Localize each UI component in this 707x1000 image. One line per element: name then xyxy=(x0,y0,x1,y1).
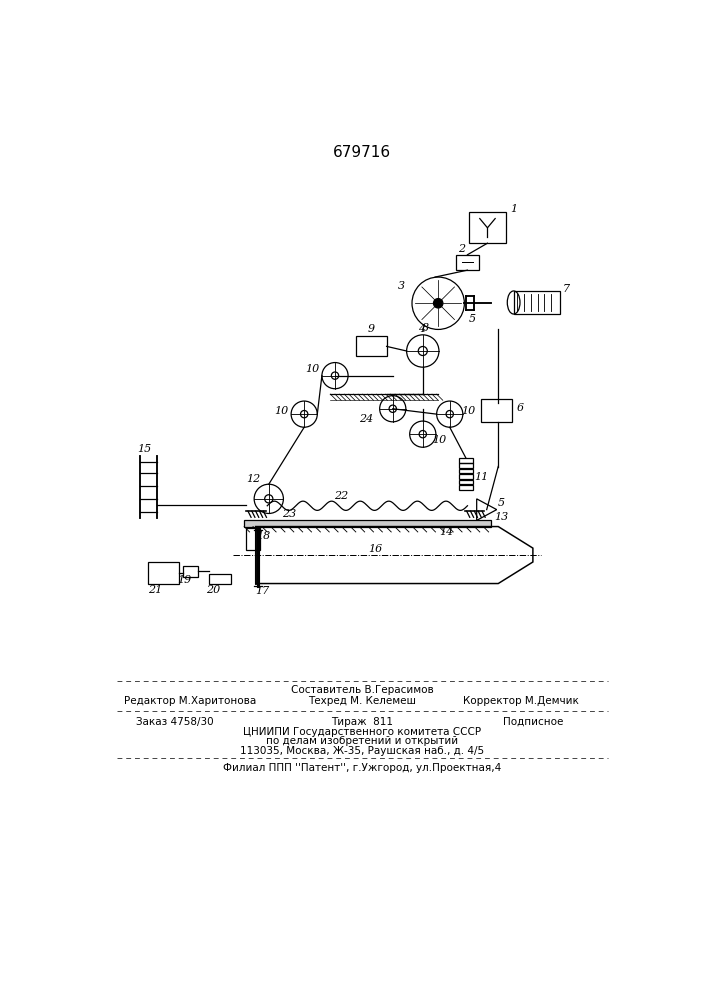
Text: 3: 3 xyxy=(397,281,405,291)
Bar xyxy=(244,520,491,527)
Text: 11: 11 xyxy=(474,472,489,482)
Text: 17: 17 xyxy=(255,586,270,596)
Bar xyxy=(209,574,231,584)
Bar xyxy=(356,336,387,356)
Text: 23: 23 xyxy=(281,509,296,519)
Text: 10: 10 xyxy=(305,364,319,374)
Text: 24: 24 xyxy=(358,414,373,424)
Text: 7: 7 xyxy=(563,284,570,294)
Bar xyxy=(514,291,560,314)
Circle shape xyxy=(433,299,443,308)
Bar xyxy=(459,463,473,468)
Text: 5: 5 xyxy=(469,314,476,324)
Text: 6: 6 xyxy=(516,403,523,413)
Bar xyxy=(459,480,473,484)
Text: 15: 15 xyxy=(138,444,152,454)
Bar xyxy=(469,212,506,243)
Text: 9: 9 xyxy=(368,324,375,334)
Text: Редактор М.Харитонова: Редактор М.Харитонова xyxy=(124,696,257,706)
Text: 679716: 679716 xyxy=(333,145,391,160)
Text: 10: 10 xyxy=(274,406,288,416)
Text: 22: 22 xyxy=(334,491,349,501)
Text: 8: 8 xyxy=(422,323,429,333)
Text: Филиал ППП ''Патент'', г.Ужгород, ул.Проектная,4: Филиал ППП ''Патент'', г.Ужгород, ул.Про… xyxy=(223,763,501,773)
Text: по делам изобретений и открытий: по делам изобретений и открытий xyxy=(266,736,458,746)
Text: 14: 14 xyxy=(439,527,453,537)
Text: 10: 10 xyxy=(433,435,447,445)
Text: 10: 10 xyxy=(461,406,475,416)
Text: Подписное: Подписное xyxy=(503,717,563,727)
Bar xyxy=(459,485,473,490)
Text: 5: 5 xyxy=(498,498,505,508)
Text: 12: 12 xyxy=(246,474,260,484)
Bar xyxy=(148,562,179,584)
Text: Тираж  811: Тираж 811 xyxy=(331,717,393,727)
Text: 18: 18 xyxy=(256,531,271,541)
Bar xyxy=(459,469,473,473)
Text: 2: 2 xyxy=(459,244,466,254)
Bar xyxy=(246,528,259,550)
Text: Техред М. Келемеш: Техред М. Келемеш xyxy=(308,696,416,706)
Text: Корректор М.Демчик: Корректор М.Демчик xyxy=(463,696,579,706)
Text: 21: 21 xyxy=(148,585,163,595)
Bar xyxy=(459,458,473,463)
Text: 4: 4 xyxy=(418,324,425,334)
Text: 16: 16 xyxy=(368,544,382,554)
Text: ЦНИИПИ Государственного комитета СССР: ЦНИИПИ Государственного комитета СССР xyxy=(243,727,481,737)
Bar xyxy=(182,566,198,577)
Text: 113035, Москва, Ж-35, Раушская наб., д. 4/5: 113035, Москва, Ж-35, Раушская наб., д. … xyxy=(240,746,484,756)
Text: 20: 20 xyxy=(206,585,221,595)
Bar xyxy=(456,255,479,270)
Text: 13: 13 xyxy=(494,512,508,522)
Bar xyxy=(459,474,473,479)
Bar xyxy=(481,399,512,422)
Text: 1: 1 xyxy=(510,204,518,214)
Text: 19: 19 xyxy=(177,575,191,585)
Text: Заказ 4758/30: Заказ 4758/30 xyxy=(136,717,214,727)
Text: Составитель В.Герасимов: Составитель В.Герасимов xyxy=(291,685,433,695)
